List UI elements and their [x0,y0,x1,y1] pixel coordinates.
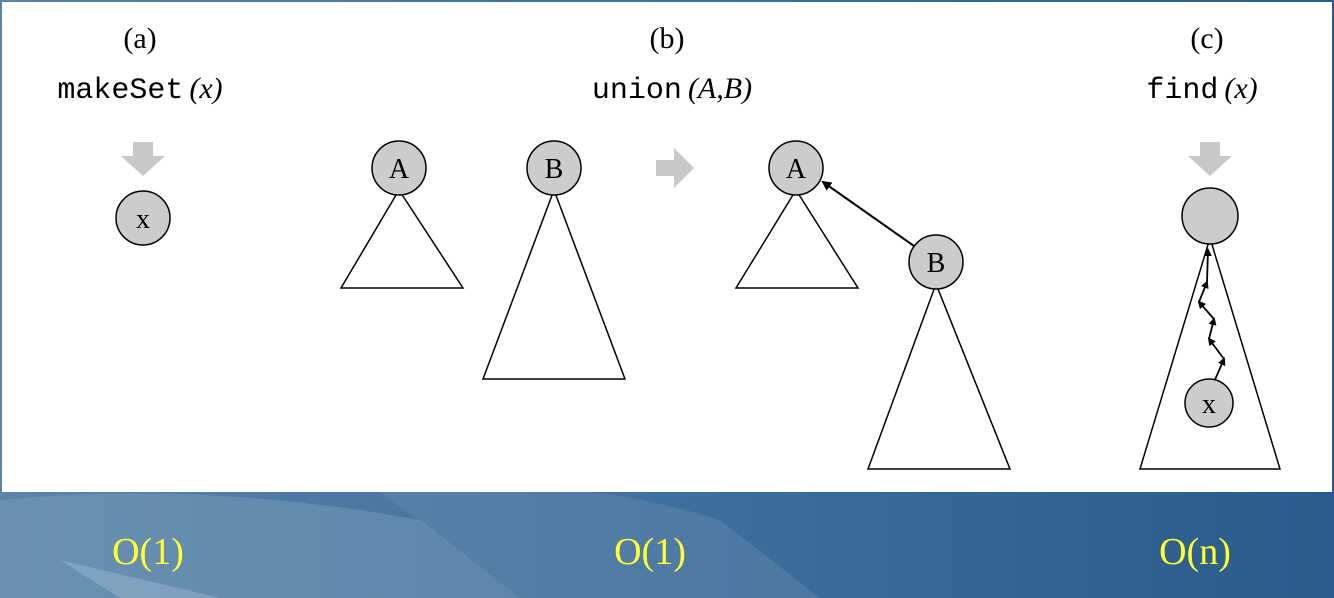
node-a-after-circle [768,140,824,196]
panel-b-operation: union (A,B) [592,72,752,108]
node-b-after-circle [908,234,964,290]
tree-find [1138,235,1282,470]
complexity-union: O(1) [614,531,686,573]
panel-b-op-args: (A,B) [688,72,752,105]
panel-a-operation: makeSet (x) [57,72,222,108]
union-link-arrow [821,180,915,247]
right-arrow-icon [656,148,694,188]
node-b-before-circle [526,140,582,196]
node-x-find-label: x [1202,389,1216,420]
panel-c-op-name: find [1146,74,1218,108]
panel-c-operation: find (x) [1146,72,1257,108]
panel-a-op-args: (x) [189,72,222,105]
node-b-before-label: B [545,154,564,185]
panel-c-label: (c) [1190,22,1223,55]
node-a-after-label: A [786,154,807,185]
figure-panel: (a) makeSet (x) x (b) union (A,B) A B A B … [2,2,1332,492]
complexity-makeset: O(1) [112,531,184,573]
tree-a-before [339,188,465,289]
complexity-find: O(n) [1159,531,1231,573]
find-path [1197,248,1226,383]
panel-a-label: (a) [123,22,156,55]
node-b-after-label: B [927,248,946,279]
root-node-circle [1181,187,1239,245]
tree-b-after [866,281,1012,470]
tree-b-before [481,187,627,380]
panel-a-op-name: makeSet [57,74,183,108]
panel-c-op-args: (x) [1224,72,1257,105]
tree-a-after [734,188,860,289]
node-x-find-circle [1184,378,1234,428]
node-x-circle [115,190,171,246]
down-arrow-icon [1188,142,1232,176]
panel-b-op-name: union [592,74,682,108]
panel-b-label: (b) [650,22,685,55]
union-find-diagram: (a) makeSet (x) x (b) union (A,B) A B A B … [57,22,1282,470]
node-a-before-label: A [389,154,410,185]
node-a-before-circle [371,140,427,196]
down-arrow-icon [121,142,165,176]
node-x-label: x [136,204,150,235]
